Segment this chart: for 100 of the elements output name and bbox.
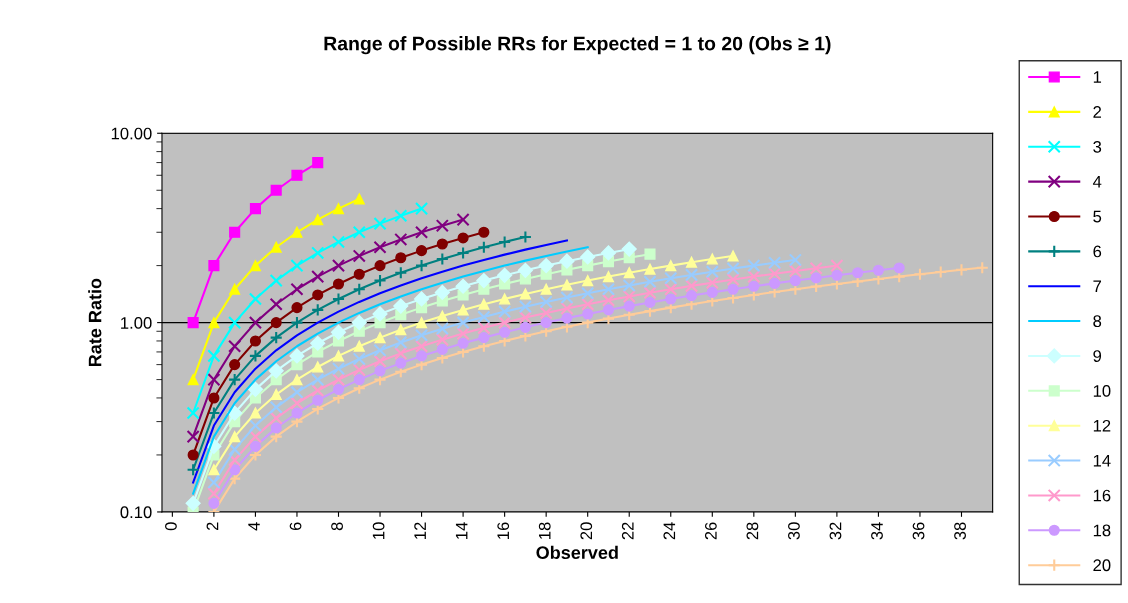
point xyxy=(373,217,387,231)
point xyxy=(934,265,948,279)
point xyxy=(332,278,345,290)
point xyxy=(414,259,429,273)
point xyxy=(644,248,656,260)
point xyxy=(559,253,575,269)
point xyxy=(290,316,304,330)
point xyxy=(269,331,283,345)
point xyxy=(207,475,221,490)
point xyxy=(373,343,387,357)
point xyxy=(517,262,533,278)
point xyxy=(499,293,511,305)
point xyxy=(228,453,242,467)
point xyxy=(498,235,512,249)
point xyxy=(435,322,449,336)
point xyxy=(664,271,678,285)
point xyxy=(665,293,677,305)
point xyxy=(518,300,532,314)
point xyxy=(539,295,553,309)
point xyxy=(207,373,221,387)
point xyxy=(499,326,511,338)
point xyxy=(394,232,408,247)
point xyxy=(435,333,449,347)
point xyxy=(227,405,243,421)
point xyxy=(435,252,449,266)
point xyxy=(269,273,283,288)
point xyxy=(561,279,573,291)
point xyxy=(290,385,304,399)
point xyxy=(478,298,490,310)
point xyxy=(601,293,616,307)
point xyxy=(872,264,884,276)
x-tick-label: 16 xyxy=(497,522,510,539)
x-axis-title: Observed xyxy=(536,545,618,560)
y-tick-label: 10.00 xyxy=(111,127,152,140)
point xyxy=(395,324,407,336)
point xyxy=(685,290,698,302)
point xyxy=(434,284,450,300)
point xyxy=(374,332,386,344)
point xyxy=(623,267,635,279)
point xyxy=(622,278,636,293)
point xyxy=(249,203,261,215)
x-tick-label: 18 xyxy=(538,522,551,539)
x-tick-label: 38 xyxy=(954,522,966,540)
point xyxy=(643,286,657,300)
legend-label: 12 xyxy=(1093,419,1111,432)
point xyxy=(394,266,408,280)
point xyxy=(352,352,366,366)
point xyxy=(291,169,303,181)
point xyxy=(291,302,303,314)
point xyxy=(394,209,408,223)
point xyxy=(207,406,221,420)
point xyxy=(311,373,325,387)
point xyxy=(311,383,325,398)
point xyxy=(353,374,365,386)
point xyxy=(208,464,220,476)
legend-label: 14 xyxy=(1093,454,1111,467)
point xyxy=(312,289,324,301)
point xyxy=(373,273,387,288)
point xyxy=(601,282,616,296)
point xyxy=(809,261,823,275)
point xyxy=(229,359,241,371)
point xyxy=(269,297,283,311)
point xyxy=(769,277,781,289)
x-tick-label: 32 xyxy=(829,522,842,540)
point xyxy=(332,350,345,362)
point xyxy=(332,203,345,215)
point xyxy=(248,430,263,444)
point xyxy=(456,246,470,260)
point xyxy=(268,363,284,379)
x-tick-label: 26 xyxy=(704,522,717,540)
point xyxy=(186,406,200,420)
point xyxy=(831,269,843,281)
legend-label: 5 xyxy=(1093,210,1102,223)
point xyxy=(249,260,261,272)
legend-label: 6 xyxy=(1093,245,1102,258)
point xyxy=(456,212,470,227)
point xyxy=(270,317,282,329)
y-tick-label: 0.10 xyxy=(120,506,152,519)
point xyxy=(330,324,347,340)
y-tick-label: 1.00 xyxy=(121,317,152,329)
point xyxy=(705,276,719,290)
point xyxy=(747,259,761,273)
legend-label: 16 xyxy=(1093,489,1111,502)
point xyxy=(414,328,429,342)
point xyxy=(913,267,927,281)
x-tick-label: 0 xyxy=(165,522,177,531)
point xyxy=(602,271,615,283)
x-tick-label: 8 xyxy=(331,522,343,531)
point xyxy=(249,440,261,452)
x-tick-label: 24 xyxy=(663,522,676,540)
point xyxy=(290,259,304,273)
point xyxy=(560,290,574,305)
point xyxy=(353,268,365,280)
legend-label: 8 xyxy=(1093,315,1102,328)
point xyxy=(413,291,430,307)
point xyxy=(706,286,718,298)
x-tick-label: 34 xyxy=(871,522,883,540)
x-tick-label: 20 xyxy=(580,522,593,540)
point xyxy=(518,310,532,325)
x-tick-label: 6 xyxy=(289,522,302,531)
